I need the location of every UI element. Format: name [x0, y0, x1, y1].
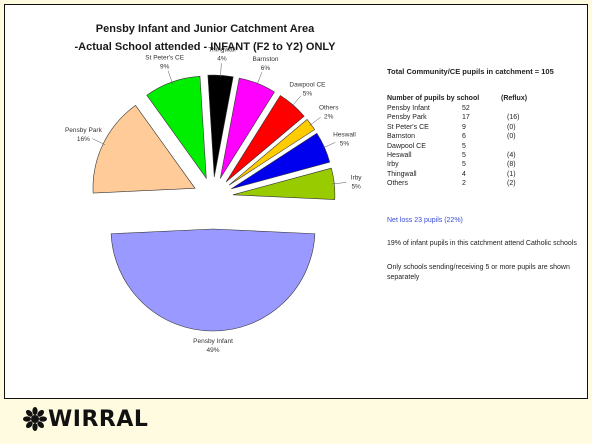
row-count: 5: [462, 152, 466, 159]
label-leader-line: [92, 138, 106, 145]
table-row: Irby 5 (8): [387, 161, 557, 170]
row-school: Others: [387, 180, 409, 188]
table-row: Others 2 (2): [387, 180, 557, 189]
slice-percent: 4%: [217, 55, 227, 62]
row-reflux: (8): [507, 161, 516, 169]
slice-percent: 5%: [340, 140, 350, 147]
row-count: 6: [462, 133, 466, 141]
row-reflux: (1): [507, 170, 516, 178]
slice-percent: 6%: [261, 65, 271, 72]
slide-frame: Pensby Infant and Junior Catchment Area …: [4, 4, 588, 399]
row-school: Dawpool CE: [387, 142, 426, 150]
row-count: 4: [462, 170, 466, 178]
row-school: Irby: [387, 161, 399, 169]
label-leader-line: [291, 95, 302, 107]
slice-label: Others: [319, 104, 339, 111]
chart-subtitle: -Actual School attended - INFANT (F2 to …: [74, 41, 336, 53]
label-leader-line: [322, 142, 336, 149]
row-reflux: (4): [507, 152, 516, 159]
table-row: Pensby Infant 52: [387, 105, 557, 114]
slice-percent: 2%: [324, 113, 334, 120]
row-school: Pensby Park: [387, 114, 427, 122]
flower-icon: [23, 407, 47, 431]
table-row: St Peter's CE 9 (0): [387, 124, 557, 133]
row-school: Heswall: [387, 152, 412, 159]
slice-percent: 5%: [351, 183, 361, 190]
col-reflux-header: (Reflux): [501, 95, 528, 102]
col-school-header: Number of pupils by school: [387, 95, 480, 102]
slice-label: Thingwall: [208, 46, 236, 53]
slice-percent: 49%: [206, 347, 219, 354]
net-loss-note: Net loss 23 pupils (22%): [387, 217, 463, 224]
row-count: 5: [462, 142, 466, 150]
row-school: Pensby Infant: [387, 105, 430, 112]
chart-title: Pensby Infant and Junior Catchment Area: [95, 23, 315, 35]
slice-label: Dawpool CE: [289, 81, 326, 88]
row-reflux: (16): [507, 114, 520, 122]
only-note: Only schools sending/receiving 5 or more…: [387, 264, 570, 281]
slice-label: Pensby Park: [65, 127, 103, 134]
table-row: Thingwall 4 (1): [387, 171, 557, 180]
slice-label: Barnston: [252, 56, 278, 63]
row-reflux: (0): [507, 133, 516, 141]
row-count: 17: [462, 114, 470, 122]
wirral-logo: WIRRAL: [22, 404, 148, 434]
row-school: Barnston: [387, 133, 416, 141]
row-school: Thingwall: [387, 170, 417, 178]
table-row: Dawpool CE 5: [387, 143, 557, 152]
row-count: 9: [462, 123, 466, 131]
slice-label: Irby: [351, 174, 363, 181]
label-leader-line: [167, 70, 173, 85]
slice-label: Heswall: [333, 131, 356, 138]
table-row: Barnston 6 (0): [387, 133, 557, 142]
slice-percent: 16%: [77, 136, 90, 143]
label-leader-line: [332, 182, 347, 185]
label-leader-line: [256, 72, 263, 86]
catholic-note: 19% of infant pupils in this catchment a…: [387, 240, 577, 247]
pie-chart: Pensby Infant 49% Pensby Park 16% St Peter's…: [65, 46, 363, 354]
total-heading: Total Community/CE pupils in catchment =…: [387, 67, 554, 76]
row-count: 2: [462, 180, 466, 188]
pie-slice: [110, 228, 316, 332]
slice-label: St Peter's CE: [145, 54, 184, 61]
slice-label: Pensby Infant: [193, 338, 233, 345]
table-row: Pensby Park 17 (16): [387, 114, 557, 123]
row-count: 52: [462, 105, 470, 112]
table-row: Heswall 5 (4): [387, 152, 557, 161]
logo-text: WIRRAL: [48, 406, 149, 432]
label-leader-line: [309, 117, 321, 126]
row-count: 5: [462, 161, 466, 169]
row-school: St Peter's CE: [387, 123, 429, 131]
row-reflux: (2): [507, 180, 516, 188]
row-reflux: (0): [507, 123, 516, 131]
slice-percent: 5%: [303, 90, 313, 97]
slice-percent: 9%: [160, 63, 170, 70]
label-leader-line: [220, 63, 222, 78]
